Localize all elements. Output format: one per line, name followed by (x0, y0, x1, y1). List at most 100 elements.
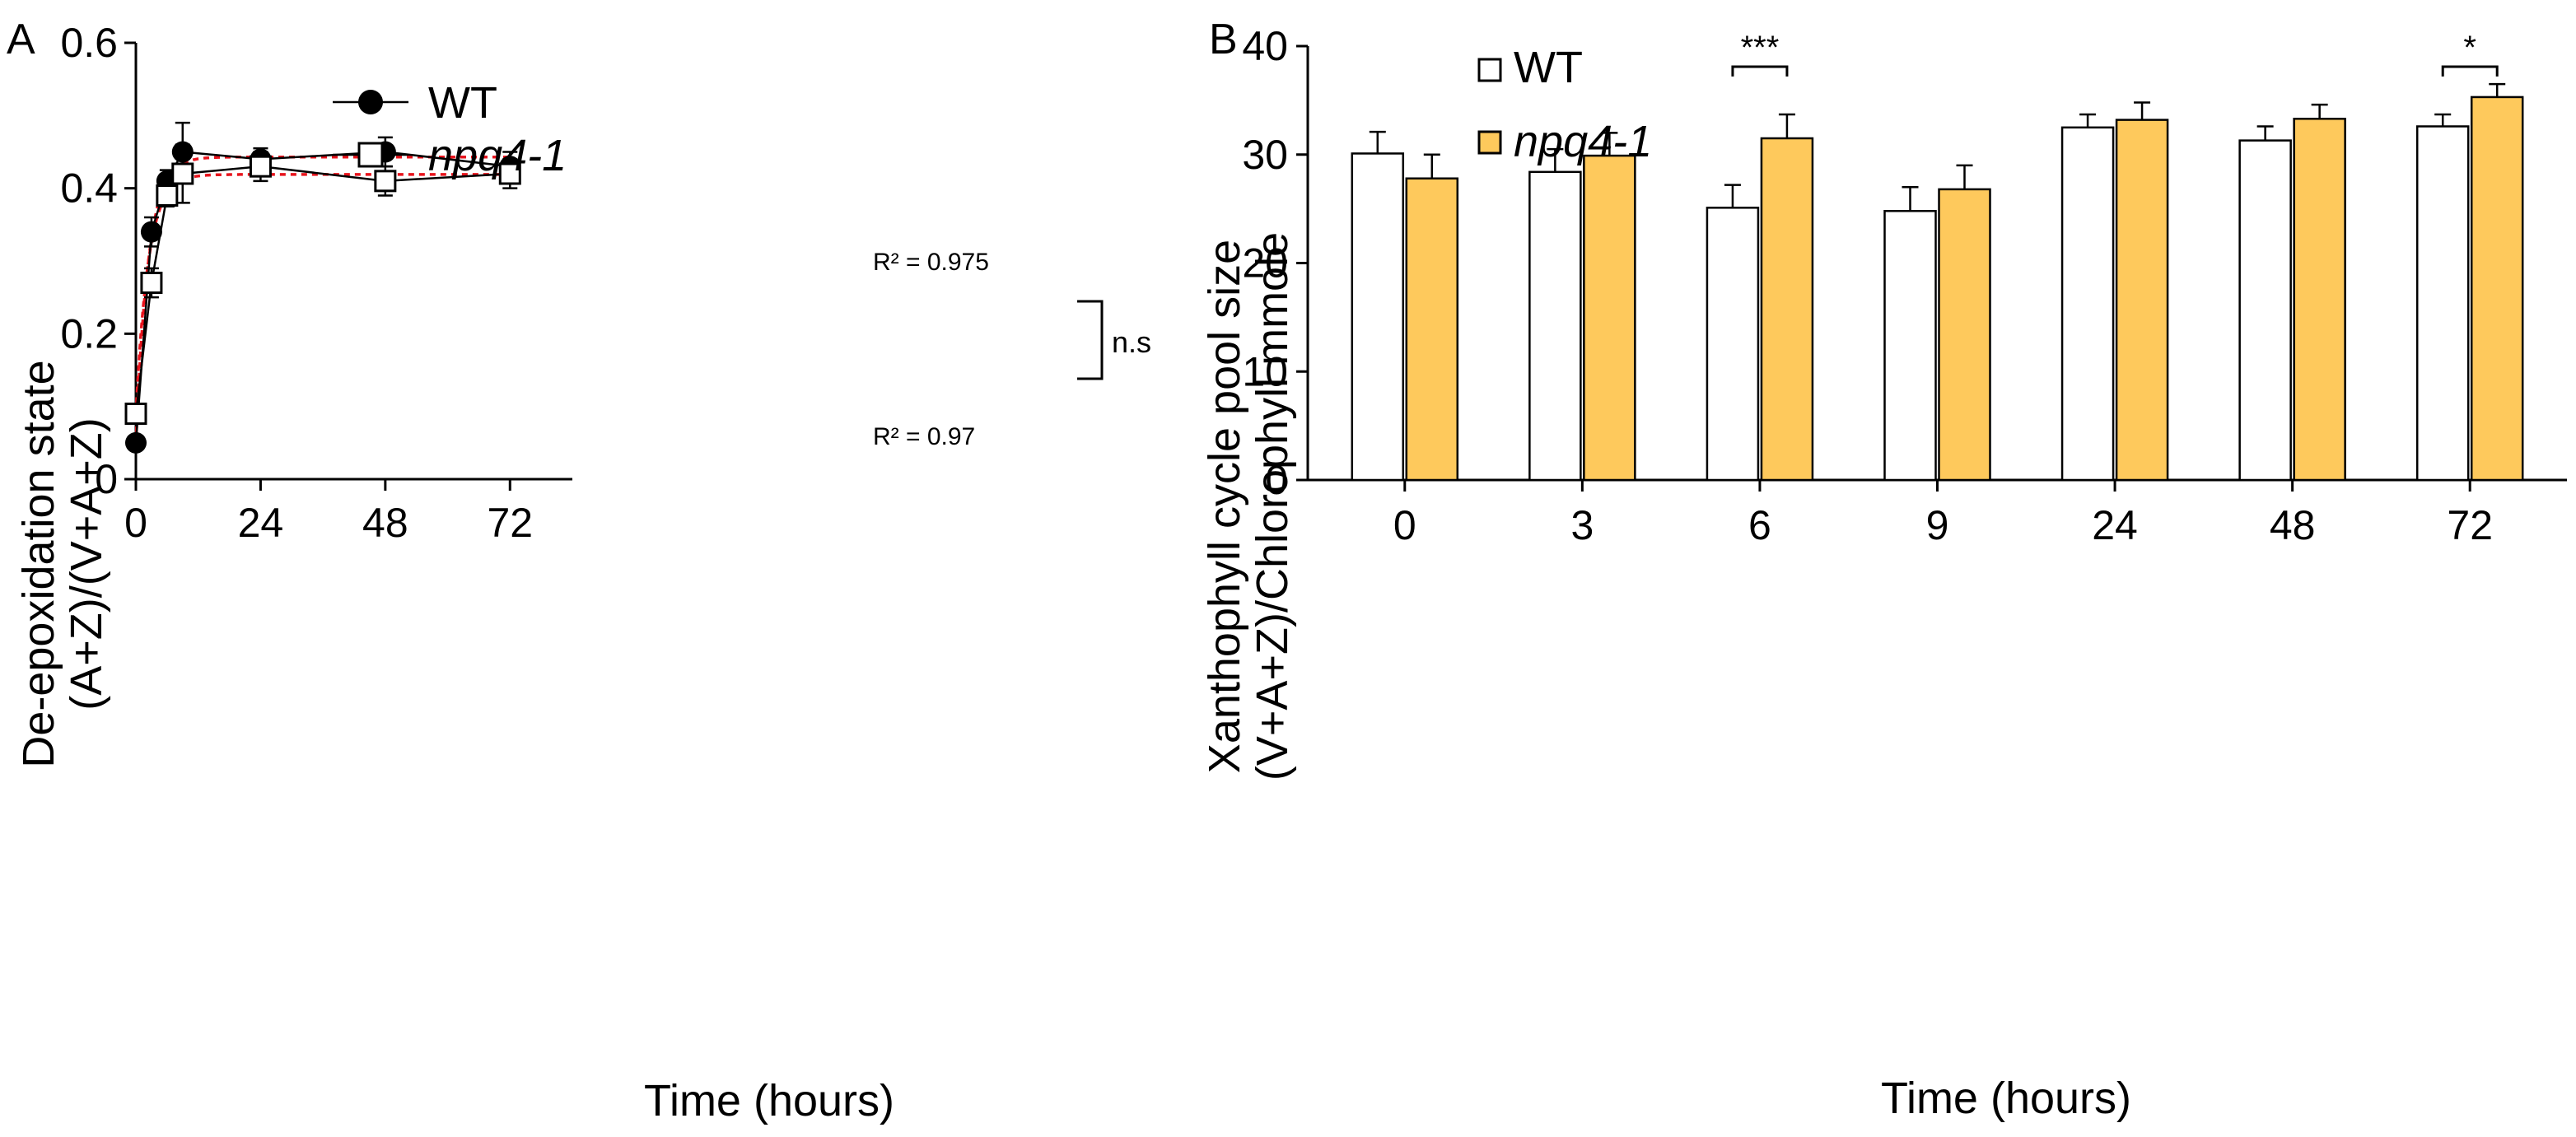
x-tick-label: 24 (238, 500, 284, 546)
x-tick-label: 48 (2270, 502, 2316, 548)
bar-npq (1760, 137, 1814, 482)
panel-a-fit-curves (134, 155, 511, 443)
panel-a-label: A (7, 16, 35, 63)
bar-npq (1938, 188, 1991, 482)
panel-a-ticks: 0 0.2 0.4 0.6 0 24 48 72 (60, 20, 533, 546)
y-tick-label: 0 (95, 456, 118, 502)
x-tick-label: 9 (1926, 502, 1949, 548)
y-tick-label: 0.4 (60, 165, 118, 212)
bar-npq (1583, 154, 1636, 482)
data-point-wt (125, 431, 147, 454)
fit-curve-npq (134, 173, 511, 414)
data-point-wt (140, 221, 162, 243)
panel-b-ylabel: Xanthophyll cycle pool size (V+A+Z)/Chlo… (1200, 232, 1297, 781)
panel-b-ylabel-line1: Xanthophyll cycle pool size (1200, 240, 1249, 773)
legend-b-wt-label: WT (1514, 43, 1583, 92)
panel-b-axis-lines (1306, 46, 2567, 482)
significance-bracket (1731, 65, 1789, 77)
y-tick-label: 10 (1242, 348, 1288, 394)
ns-label: n.s (1112, 325, 1151, 359)
x-tick-label: 48 (362, 500, 408, 546)
legend-npq-label: npq4-1 (428, 131, 567, 180)
y-tick-label: 20 (1242, 240, 1288, 287)
panel-a-ylabel: De-epoxidation state (A+Z)/(V+A+Z) (14, 360, 111, 767)
data-point-npq (498, 162, 521, 185)
data-point-npq (156, 184, 179, 207)
error-bar (1778, 113, 1795, 138)
bar-npq (1405, 177, 1459, 482)
bar-npq (2293, 118, 2346, 482)
ns-bracket (1077, 300, 1104, 380)
panel-a-ylabel-line1: De-epoxidation state (14, 360, 63, 767)
panel-b-xlabel: Time (hours) (1881, 1074, 2131, 1123)
legend-b-wt-swatch (1477, 58, 1502, 82)
panel-b-ticks: 0 10 20 30 40 0 3 6 9 24 48 72 (1242, 23, 2493, 548)
y-tick-label: 40 (1242, 23, 1288, 69)
y-tick-label: 0.6 (60, 20, 118, 66)
panel-a-xlabel: Time (hours) (644, 1076, 894, 1125)
bar-npq (2470, 96, 2524, 482)
error-bar (2489, 82, 2506, 97)
r2-wt-annotation: R² = 0.975 (873, 249, 989, 276)
x-tick-label: 72 (487, 500, 533, 546)
data-point-npq (374, 170, 397, 193)
data-point-npq (171, 162, 194, 185)
legend-b-npq-label: npq4-1 (1514, 117, 1652, 166)
x-tick-label: 3 (1570, 502, 1594, 548)
x-tick-label: 0 (1393, 502, 1416, 548)
error-bar (1369, 130, 1386, 154)
bar-npq (2115, 119, 2169, 482)
data-point-npq (124, 403, 147, 425)
data-point-npq (140, 272, 163, 294)
x-tick-label: 24 (2092, 502, 2138, 548)
bar-wt (2415, 125, 2470, 482)
panel-a: A 0 0.2 0.4 0.6 0 24 48 72 Time (hours) De-epox… (7, 16, 1151, 1125)
significance-stars: * (2463, 30, 2476, 66)
panel-a-points (124, 141, 521, 454)
error-bar (1423, 153, 1440, 179)
panel-b-axes (1306, 46, 2567, 482)
legend-npq-marker (357, 142, 384, 168)
y-tick-label: 0 (1265, 457, 1288, 503)
panel-a-axes (134, 43, 572, 481)
panel-b-error-bars (1369, 82, 2506, 212)
bar-wt (1528, 170, 1582, 482)
x-tick-label: 6 (1748, 502, 1771, 548)
panel-a-axis-lines (134, 43, 572, 481)
bar-wt (2238, 139, 2292, 482)
error-bar (2134, 101, 2151, 120)
error-bar (1547, 147, 1564, 172)
significance-bracket (2441, 65, 2499, 77)
legend-b-npq-swatch (1477, 130, 1502, 155)
fit-curve-wt (134, 155, 511, 443)
legend-wt-marker (358, 90, 383, 114)
data-point-npq (249, 155, 272, 178)
series-line-wt (134, 151, 511, 443)
bar-wt (1351, 152, 1405, 482)
error-bar (1724, 184, 1741, 208)
error-bar (2311, 103, 2328, 119)
x-tick-label: 0 (124, 500, 147, 546)
series-line-npq (134, 165, 511, 414)
legend-wt-label: WT (428, 78, 497, 128)
panel-a-ylabel-line2: (A+Z)/(V+A+Z) (62, 417, 111, 711)
error-bar (1601, 132, 1618, 156)
panel-b-label: B (1209, 16, 1238, 63)
panel-b-legend: WT npq4-1 (1477, 43, 1652, 166)
error-bar (2079, 113, 2097, 128)
r2-npq-annotation: R² = 0.97 (873, 423, 975, 450)
panel-a-legend: WT npq4-1 (333, 78, 567, 180)
significance-stars: *** (1741, 30, 1780, 66)
bar-wt (1883, 210, 1937, 482)
bar-wt (2060, 126, 2115, 482)
panel-a-series-lines (134, 151, 511, 443)
y-tick-label: 30 (1242, 132, 1288, 178)
bar-wt (1706, 207, 1760, 482)
panel-b-significance: *** * (1731, 30, 2499, 77)
panel-b-ylabel-line2: (V+A+Z)/Chlorophyll mmole (1248, 232, 1297, 781)
error-bar (1956, 164, 1973, 189)
error-bar (2434, 113, 2452, 127)
y-tick-label: 0.2 (60, 310, 118, 356)
